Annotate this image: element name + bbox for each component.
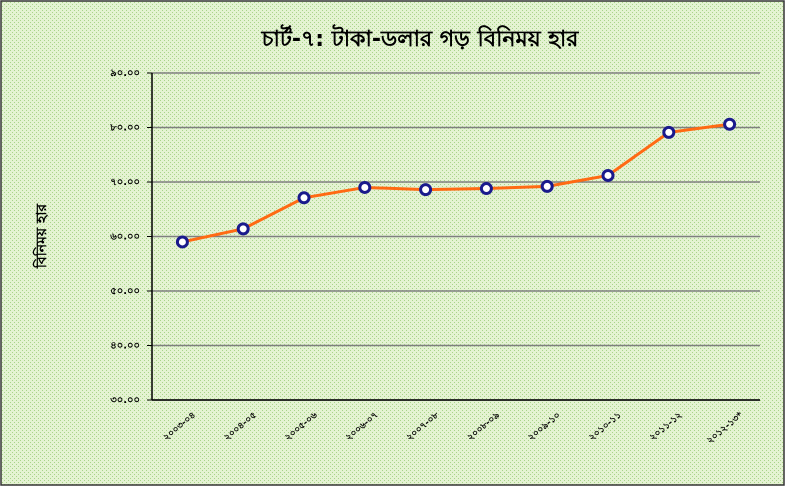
marker [297, 191, 311, 205]
marker [419, 183, 433, 197]
y-tick-label: ৯০.০০ [110, 68, 140, 79]
marker [479, 182, 493, 196]
y-tick-label: ৪০.০০ [110, 341, 140, 352]
y-tick-label: ৭০.০০ [110, 177, 140, 188]
y-tick-label: ৬০.০০ [110, 232, 140, 243]
marker [175, 235, 189, 249]
y-tick-label: ৩০.০০ [110, 395, 140, 406]
y-axis-label: বিনিময় হার [32, 203, 50, 269]
marker [540, 179, 554, 193]
chart-title: চার্ট-৭: টাকা-ডলার গড় বিনিময় হার [261, 24, 580, 52]
line [182, 122, 730, 244]
marker [601, 168, 615, 182]
marker [236, 222, 250, 236]
marker [358, 180, 372, 194]
marker [723, 117, 737, 131]
marker [662, 125, 676, 139]
y-tick-label: ৮০.০০ [109, 123, 140, 134]
y-tick-label: ৫০.০০ [110, 286, 140, 297]
